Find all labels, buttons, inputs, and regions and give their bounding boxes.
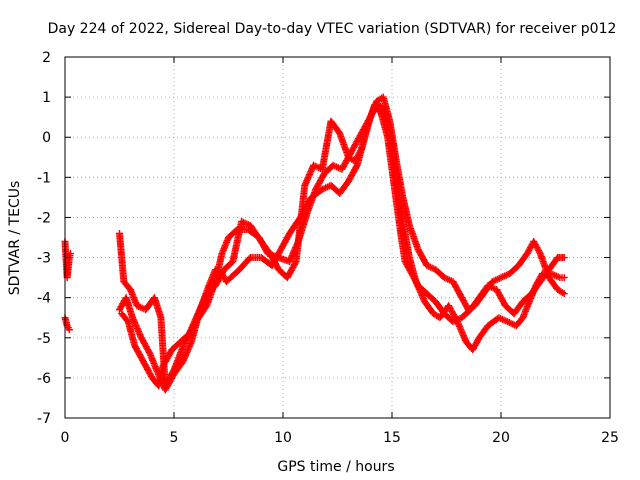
y-axis-label: SDTVAR / TECUs [7,181,23,296]
data-point [357,147,365,155]
data-point [66,250,74,258]
data-point [535,248,543,256]
y-tick-label: -2 [37,210,51,226]
axis-ticks: 0 5 10 15 20 25 -7 -6 -5 -4 -3 -2 -1 0 1 2 [37,50,619,446]
series-track-5 [118,101,568,390]
chart-title: Day 224 of 2022, Sidereal Day-to-day VTE… [48,21,617,37]
x-tick-label: 0 [61,430,70,446]
x-tick-label: 5 [170,430,179,446]
data-points [61,93,568,394]
y-tick-label: -4 [37,291,51,307]
y-tick-label: -1 [37,170,51,186]
y-tick-label: -3 [37,251,51,267]
data-point [291,259,299,267]
data-point [560,254,568,262]
y-tick-label: 1 [42,90,51,106]
data-point [352,163,360,171]
series-track-1 [61,314,73,334]
data-point [65,326,73,334]
y-tick-label: -7 [37,411,51,427]
x-tick-label: 25 [601,430,619,446]
x-tick-label: 10 [274,430,292,446]
y-tick-label: -6 [37,371,51,387]
y-tick-label: 0 [42,130,51,146]
plot-frame [64,56,611,419]
grid-lines [65,57,610,418]
series-track-2 [61,238,74,282]
x-tick-label: 20 [492,430,510,446]
data-point [560,290,568,298]
x-axis-label: GPS time / hours [277,459,394,475]
data-point [145,348,153,356]
y-tick-label: -5 [37,331,51,347]
y-tick-label: 2 [42,50,51,66]
data-point [560,274,568,282]
x-tick-label: 15 [383,430,401,446]
